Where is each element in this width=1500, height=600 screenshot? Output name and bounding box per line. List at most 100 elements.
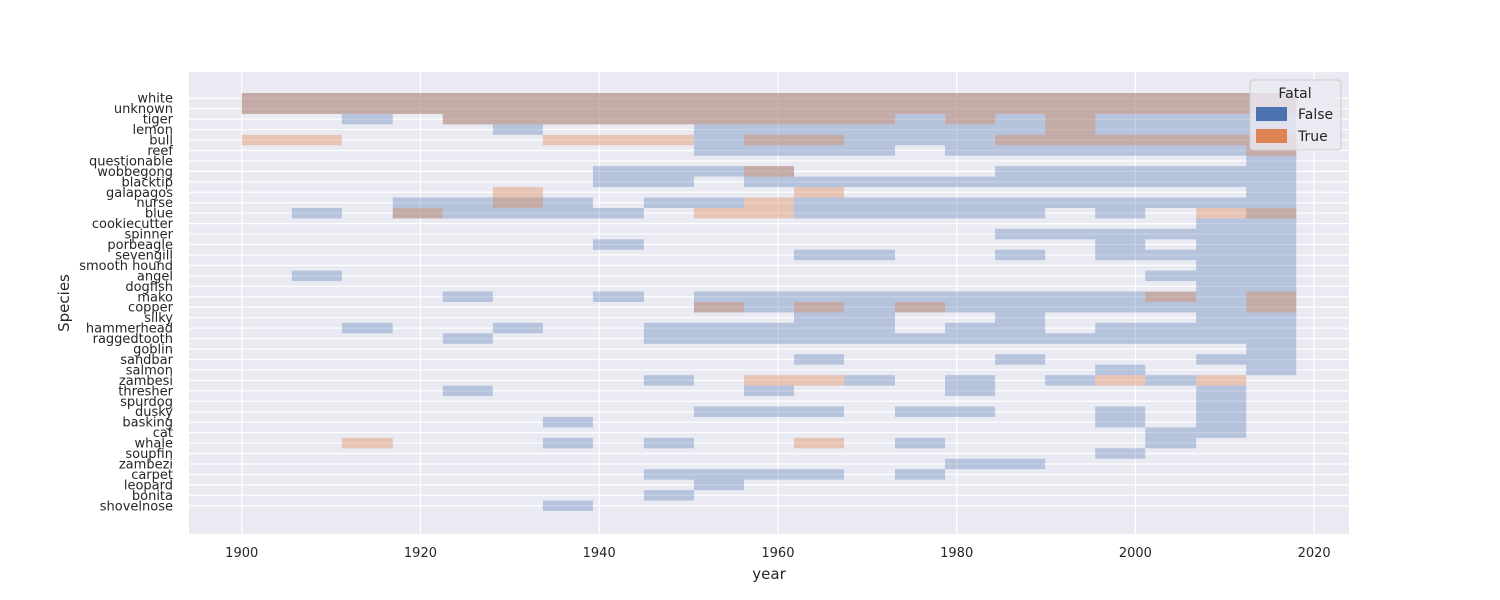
plot-background bbox=[189, 72, 1349, 534]
y-axis-label: Species bbox=[55, 274, 73, 332]
heatmap-cell bbox=[995, 249, 1046, 261]
heatmap-cell bbox=[1095, 448, 1146, 459]
y-tick-label: cat bbox=[153, 426, 173, 441]
heatmap-cell bbox=[1196, 281, 1297, 292]
y-tick-label: smooth hound bbox=[79, 259, 173, 274]
heatmap-cell bbox=[794, 187, 845, 198]
heatmap-cell bbox=[1095, 416, 1146, 428]
y-tick-label: porbeagle bbox=[107, 238, 173, 253]
heatmap-cell bbox=[1196, 385, 1247, 397]
y-tick-label: galapagos bbox=[106, 186, 173, 201]
heatmap-cell bbox=[1196, 416, 1247, 428]
legend-label-true: True bbox=[1297, 129, 1328, 145]
legend-label-false: False bbox=[1298, 107, 1333, 123]
heatmap-cell bbox=[1246, 207, 1297, 219]
heatmap-cell bbox=[492, 187, 543, 198]
y-tick-label: hammerhead bbox=[86, 322, 173, 337]
y-tick-label: angel bbox=[137, 269, 173, 284]
heatmap-cell bbox=[1246, 343, 1297, 355]
heatmap-cell bbox=[643, 333, 1297, 344]
heatmap-cell bbox=[895, 302, 946, 313]
heatmap-cell bbox=[1196, 260, 1297, 271]
heatmap-cell bbox=[341, 437, 393, 449]
heatmap-cell bbox=[241, 103, 1297, 114]
heatmap-cell bbox=[743, 385, 795, 397]
heatmap-cell bbox=[492, 322, 543, 334]
heatmap-cell bbox=[895, 437, 946, 449]
heatmap-cell bbox=[693, 124, 1297, 135]
heatmap-cell bbox=[392, 197, 593, 208]
heatmap-cell bbox=[945, 113, 996, 125]
y-tick-label: carpet bbox=[131, 468, 173, 483]
heatmap-cell bbox=[995, 354, 1046, 365]
heatmap-cell bbox=[341, 113, 393, 125]
heatmap-cell bbox=[1095, 322, 1297, 334]
heatmap-cell bbox=[794, 437, 845, 449]
heatmap-cell bbox=[743, 197, 795, 208]
y-tick-label: nurse bbox=[136, 196, 173, 211]
heatmap-cell bbox=[995, 166, 1297, 177]
y-tick-label: sevengill bbox=[115, 248, 173, 263]
y-tick-label: white bbox=[137, 92, 173, 107]
y-tick-label: spurdog bbox=[120, 395, 173, 410]
y-tick-label: wobbegong bbox=[97, 165, 173, 180]
heatmap-cell bbox=[1246, 302, 1297, 313]
y-tick-label: blue bbox=[145, 207, 173, 222]
heatmap-cells bbox=[241, 93, 1297, 511]
y-tick-label: dusky bbox=[135, 405, 173, 420]
heatmap-cell bbox=[592, 176, 694, 188]
heatmap-cell bbox=[1196, 218, 1297, 229]
heatmap-cell bbox=[1196, 396, 1247, 407]
y-tick-labels: whiteunknowntigerlemonbullreefquestionab… bbox=[79, 92, 173, 515]
y-tick-label: raggedtooth bbox=[93, 332, 173, 347]
heatmap-cell bbox=[693, 302, 1297, 313]
heatmap-cell bbox=[643, 469, 845, 480]
y-tick-label: thresher bbox=[118, 384, 173, 399]
heatmap-cell bbox=[743, 134, 845, 146]
heatmap-cell bbox=[794, 302, 845, 313]
x-tick-label: 1940 bbox=[583, 546, 616, 561]
x-tick-label: 1980 bbox=[940, 546, 973, 561]
heatmap-cell bbox=[1196, 207, 1297, 219]
y-tick-label: soupfin bbox=[125, 447, 173, 462]
heatmap-cell bbox=[1246, 291, 1297, 302]
heatmap-cell bbox=[945, 458, 1046, 470]
y-tick-label: salmon bbox=[126, 363, 173, 378]
heatmap-cell bbox=[592, 291, 644, 302]
y-tick-label: leopard bbox=[124, 478, 173, 493]
heatmap-cell bbox=[1145, 291, 1197, 302]
heatmap-cell bbox=[1246, 155, 1297, 167]
legend-swatch-false bbox=[1256, 107, 1287, 121]
heatmap-cell bbox=[1095, 406, 1146, 417]
heatmap-cell bbox=[995, 228, 1297, 240]
heatmap-cell bbox=[542, 500, 593, 511]
heatmap-cell bbox=[592, 166, 795, 177]
heatmap-cell bbox=[693, 145, 896, 156]
heatmap-cell bbox=[693, 207, 795, 219]
heatmap-cell bbox=[592, 239, 644, 250]
heatmap-cell bbox=[794, 197, 1297, 208]
legend-swatch-true bbox=[1256, 129, 1287, 143]
heatmap-cell bbox=[442, 113, 1297, 125]
x-tick-label: 1900 bbox=[225, 546, 258, 561]
y-tick-label: lemon bbox=[133, 123, 173, 138]
heatmap-cell bbox=[794, 354, 845, 365]
heatmap-cell bbox=[693, 134, 1297, 146]
heatmap-cell bbox=[693, 406, 845, 417]
heatmap-cell bbox=[1045, 113, 1096, 125]
heatmap-cell bbox=[743, 176, 1297, 188]
heatmap-cell bbox=[643, 322, 896, 334]
heatmap-cell bbox=[945, 385, 996, 397]
heatmap-cell bbox=[743, 166, 795, 177]
x-tick-label: 2020 bbox=[1298, 546, 1331, 561]
y-tick-label: copper bbox=[128, 301, 174, 316]
heatmap-cell bbox=[794, 312, 896, 323]
heatmap-cell bbox=[1095, 207, 1146, 219]
heatmap-cell bbox=[241, 93, 1297, 104]
heatmap-cell bbox=[442, 333, 493, 344]
heatmap-cell bbox=[492, 124, 543, 135]
heatmap-cell bbox=[945, 375, 996, 386]
heatmap-cell bbox=[895, 469, 946, 480]
heatmap-cell bbox=[542, 416, 593, 428]
